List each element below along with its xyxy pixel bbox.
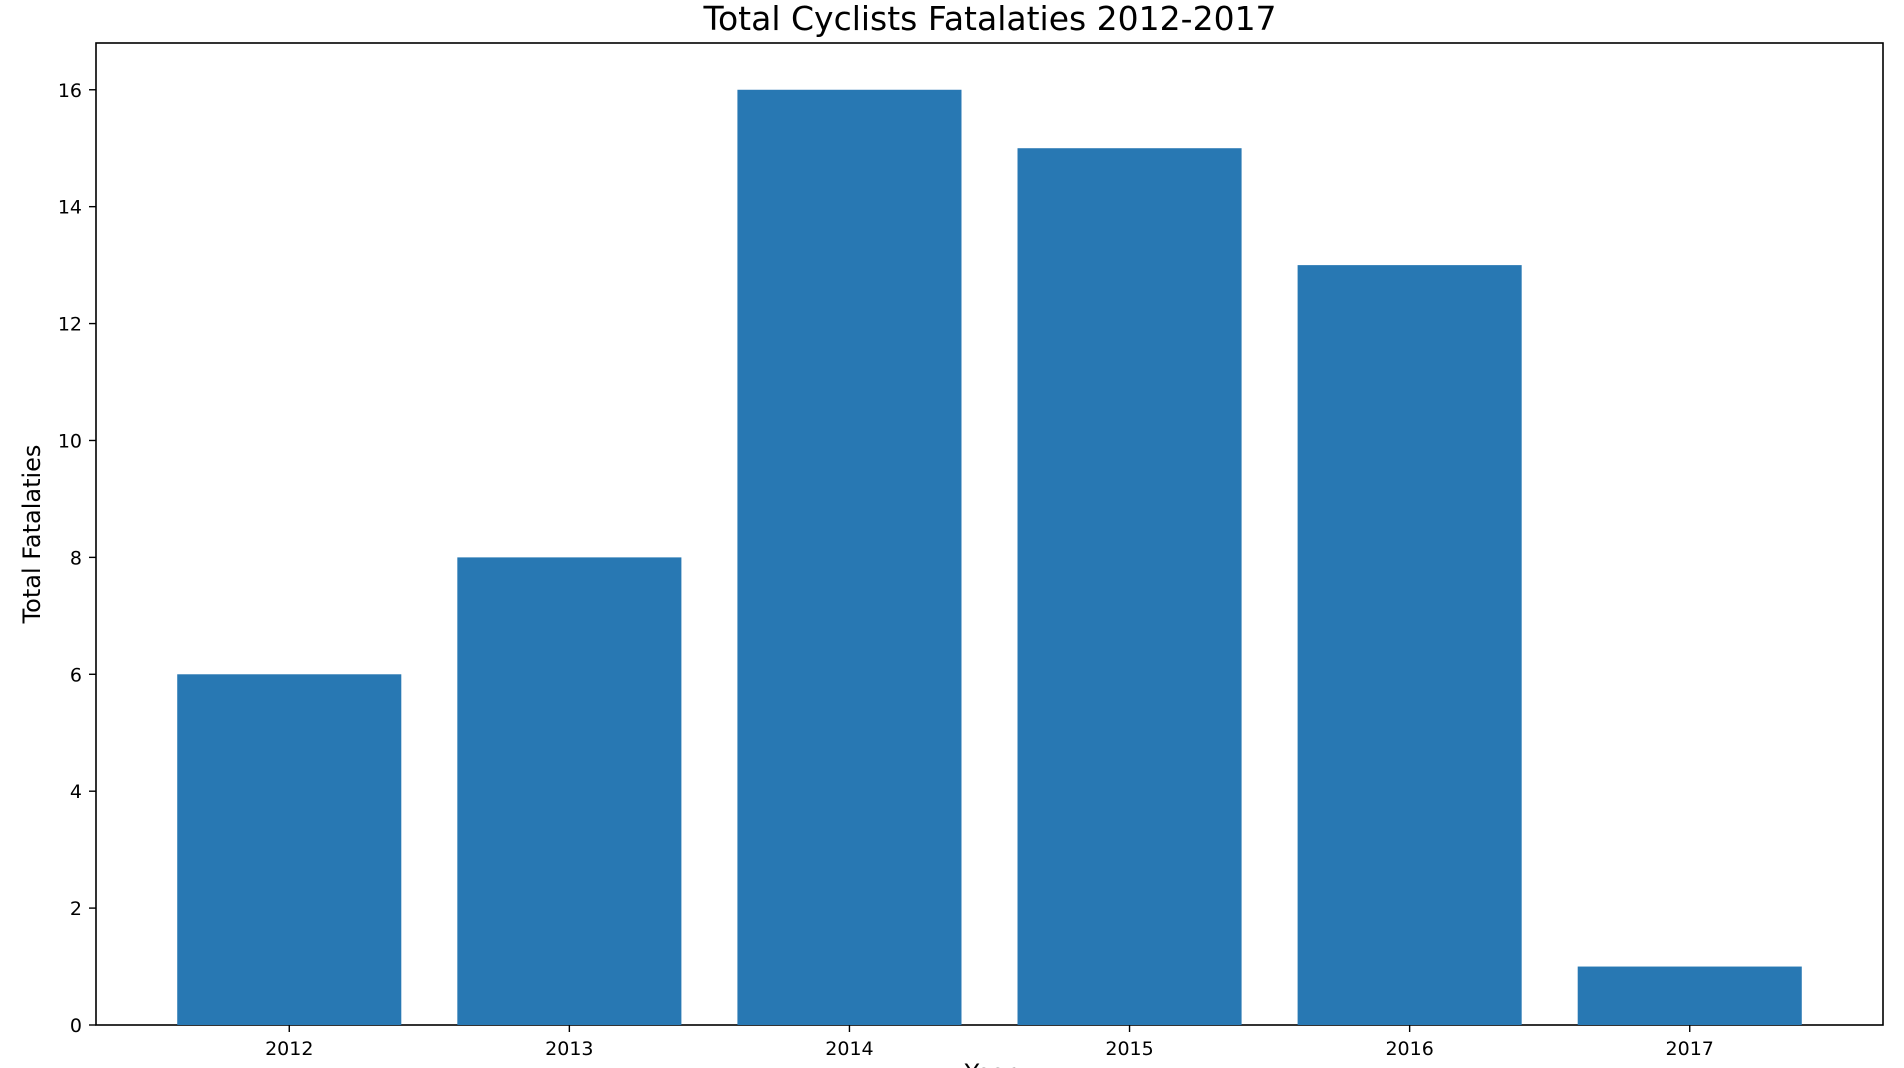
x-axis-ticks: 2012 2013 2014 2015 2016 2017	[265, 1025, 1714, 1060]
y-tick-label: 6	[70, 664, 82, 686]
y-tick-label: 10	[58, 430, 82, 452]
bar-2013	[457, 557, 682, 1025]
bar-2012	[177, 674, 402, 1025]
y-tick-label: 0	[70, 1015, 82, 1037]
y-axis-ticks: 0 2 4 6 8 10 12 14 16	[58, 80, 96, 1037]
x-tick-label: 2015	[1105, 1038, 1153, 1060]
bars-group	[177, 89, 1802, 1026]
x-axis-label: Year	[964, 1059, 1016, 1068]
bar-2017	[1577, 966, 1802, 1025]
y-tick-label: 16	[58, 80, 82, 102]
x-tick-label: 2016	[1385, 1038, 1433, 1060]
x-tick-label: 2014	[825, 1038, 873, 1060]
y-tick-label: 14	[58, 197, 82, 219]
bar-2016	[1297, 265, 1522, 1026]
bar-2014	[737, 89, 962, 1025]
y-tick-label: 2	[70, 898, 82, 920]
y-tick-label: 8	[70, 547, 82, 569]
plot-area-frame	[95, 42, 1884, 1026]
x-tick-label: 2013	[545, 1038, 593, 1060]
chart-title: Total Cyclists Fatalaties 2012-2017	[702, 0, 1276, 38]
y-tick-label: 4	[70, 781, 82, 803]
x-tick-label: 2017	[1666, 1038, 1714, 1060]
y-axis-label: Total Fatalaties	[18, 445, 46, 625]
y-tick-label: 12	[58, 314, 82, 336]
bar-2015	[1017, 148, 1242, 1025]
x-tick-label: 2012	[265, 1038, 313, 1060]
